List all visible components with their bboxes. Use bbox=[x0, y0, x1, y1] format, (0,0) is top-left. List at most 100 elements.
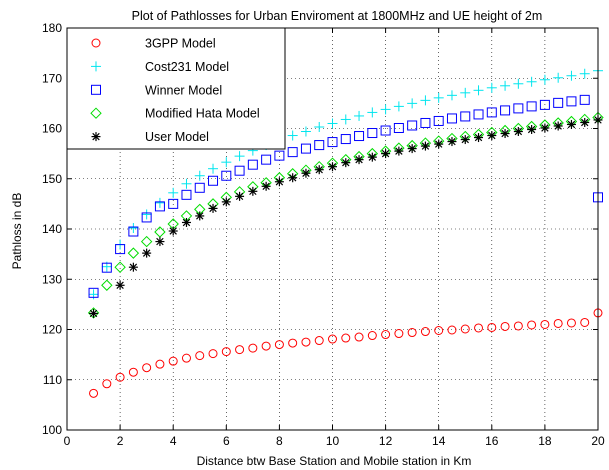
data-point bbox=[301, 168, 311, 178]
data-point bbox=[394, 329, 404, 339]
marker-ast-d2 bbox=[567, 120, 576, 129]
marker-ast-d2 bbox=[355, 155, 363, 164]
data-point bbox=[181, 217, 191, 227]
data-point bbox=[420, 117, 431, 128]
marker-circle bbox=[434, 326, 444, 336]
data-point bbox=[314, 165, 324, 175]
marker-square bbox=[287, 147, 298, 158]
marker-circle bbox=[487, 322, 497, 332]
marker-square bbox=[553, 97, 564, 108]
data-point bbox=[154, 197, 165, 208]
data-point bbox=[407, 98, 418, 109]
data-point bbox=[208, 203, 218, 213]
data-point bbox=[367, 331, 377, 341]
data-point bbox=[539, 99, 550, 110]
data-point bbox=[526, 101, 537, 112]
marker-ast-d2 bbox=[315, 165, 323, 174]
marker-square bbox=[168, 198, 179, 209]
marker-ast-d2 bbox=[302, 169, 310, 177]
data-point bbox=[221, 157, 232, 168]
marker-ast-d2 bbox=[541, 124, 549, 132]
data-point bbox=[155, 359, 165, 369]
marker-ast-d2 bbox=[169, 227, 177, 235]
marker-ast-d2 bbox=[434, 140, 443, 148]
data-point bbox=[407, 328, 417, 338]
data-point bbox=[274, 177, 284, 187]
y-tick-label: 100 bbox=[42, 423, 62, 437]
marker-ast-d2 bbox=[342, 158, 350, 167]
marker-ast-d2 bbox=[209, 204, 217, 213]
marker-circle bbox=[181, 353, 191, 363]
marker-circle bbox=[195, 351, 205, 361]
data-point bbox=[354, 131, 365, 142]
marker-circle bbox=[580, 317, 590, 327]
marker-square bbox=[579, 94, 590, 105]
marker-diamond bbox=[114, 261, 126, 273]
data-point bbox=[89, 388, 99, 398]
data-point bbox=[154, 201, 165, 212]
marker-ast-d2 bbox=[116, 281, 124, 290]
data-point bbox=[89, 308, 99, 318]
marker-circle bbox=[474, 323, 484, 333]
marker-ast-d2 bbox=[92, 132, 100, 141]
marker-ast-d2 bbox=[288, 174, 297, 182]
data-point bbox=[354, 332, 364, 342]
data-point bbox=[579, 94, 590, 105]
data-point bbox=[140, 235, 153, 248]
series-winner-model bbox=[88, 94, 603, 298]
data-point bbox=[300, 143, 311, 154]
legend-marker bbox=[91, 132, 101, 142]
data-point bbox=[300, 126, 311, 137]
axes-frame bbox=[66, 27, 599, 431]
marker-diamond bbox=[154, 226, 166, 238]
marker-square bbox=[274, 150, 285, 161]
data-point bbox=[101, 279, 113, 291]
data-point bbox=[154, 226, 166, 238]
data-point bbox=[274, 150, 285, 161]
data-point bbox=[381, 330, 391, 340]
marker-square bbox=[513, 103, 524, 114]
data-point bbox=[367, 107, 378, 118]
data-point bbox=[486, 107, 497, 118]
marker-ast-d2 bbox=[395, 147, 403, 155]
marker-ast-d2 bbox=[368, 153, 377, 161]
marker-circle bbox=[142, 363, 152, 373]
data-point bbox=[141, 209, 152, 220]
marker-square bbox=[460, 111, 471, 122]
data-point bbox=[420, 95, 431, 106]
data-point bbox=[513, 321, 523, 331]
data-point bbox=[500, 105, 511, 116]
data-point bbox=[115, 280, 125, 290]
data-point bbox=[354, 110, 365, 121]
marker-ast-d2 bbox=[275, 178, 284, 186]
marker-square bbox=[88, 287, 99, 298]
data-point bbox=[168, 356, 178, 366]
legend: 3GPP Model Cost231 Model Winner Model Modif… bbox=[66, 27, 286, 150]
data-point bbox=[341, 158, 351, 168]
marker-circle bbox=[354, 332, 364, 342]
marker-square bbox=[181, 189, 192, 200]
data-point bbox=[274, 340, 284, 350]
marker-square bbox=[327, 137, 338, 148]
data-point bbox=[473, 109, 484, 120]
marker-circle bbox=[394, 329, 404, 339]
x-axis-label: Distance btw Base Station and Mobile sta… bbox=[197, 454, 472, 468]
data-point bbox=[102, 379, 112, 389]
marker-circle bbox=[314, 336, 324, 346]
y-tick-label: 150 bbox=[42, 172, 62, 186]
marker-circle bbox=[248, 343, 258, 353]
marker-ast-d2 bbox=[182, 218, 191, 227]
data-point bbox=[141, 212, 152, 223]
data-point bbox=[128, 226, 139, 237]
y-axis-label: Pathloss in dB bbox=[10, 193, 24, 270]
marker-square bbox=[526, 101, 537, 112]
marker-ast-d2 bbox=[129, 263, 138, 271]
marker-circle bbox=[128, 367, 138, 377]
data-point bbox=[327, 137, 338, 148]
marker-circle bbox=[274, 340, 284, 350]
data-point bbox=[221, 347, 231, 357]
data-point bbox=[433, 115, 444, 126]
data-point bbox=[487, 322, 497, 332]
data-point bbox=[314, 336, 324, 346]
marker-ast-d2 bbox=[514, 127, 523, 136]
